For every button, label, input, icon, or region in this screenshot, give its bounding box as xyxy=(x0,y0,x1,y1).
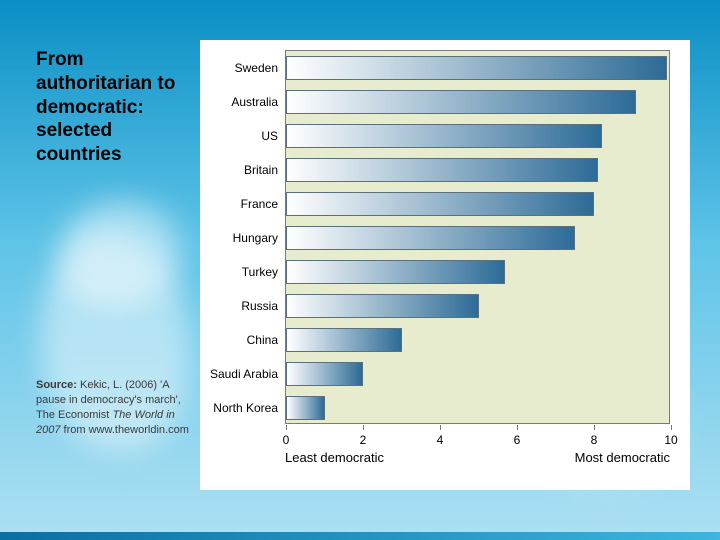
bar xyxy=(286,396,325,420)
axis-left-label: Least democratic xyxy=(285,450,384,465)
category-label: North Korea xyxy=(213,401,286,415)
bar xyxy=(286,260,505,284)
x-tick xyxy=(517,425,518,430)
bar xyxy=(286,226,575,250)
x-tick-label: 10 xyxy=(664,433,677,447)
slide-title: From authoritarian to democratic: select… xyxy=(36,48,196,167)
x-tick xyxy=(286,425,287,430)
category-label: Saudi Arabia xyxy=(210,367,286,381)
data-row: Turkey xyxy=(286,255,671,289)
footer-accent xyxy=(0,532,720,540)
chart-panel: SwedenAustraliaUSBritainFranceHungaryTur… xyxy=(200,40,690,490)
plot-area: SwedenAustraliaUSBritainFranceHungaryTur… xyxy=(285,50,670,424)
source-author: Kekic, L. (2006) xyxy=(80,379,157,391)
data-row: Russia xyxy=(286,289,671,323)
category-label: Hungary xyxy=(233,231,286,245)
source-citation: Source: Kekic, L. (2006) 'A pause in dem… xyxy=(36,378,194,437)
data-row: Australia xyxy=(286,85,671,119)
source-pub-prefix: The Economist xyxy=(36,409,109,421)
data-row: North Korea xyxy=(286,391,671,425)
data-row: Saudi Arabia xyxy=(286,357,671,391)
source-label: Source: xyxy=(36,379,77,391)
data-row: US xyxy=(286,119,671,153)
x-tick xyxy=(440,425,441,430)
x-tick-label: 6 xyxy=(514,433,521,447)
category-label: US xyxy=(261,129,286,143)
category-label: France xyxy=(241,197,286,211)
bar xyxy=(286,56,667,80)
category-label: Britain xyxy=(244,163,286,177)
category-label: Australia xyxy=(231,95,286,109)
bar xyxy=(286,294,479,318)
bar xyxy=(286,362,363,386)
x-tick-label: 8 xyxy=(591,433,598,447)
bar xyxy=(286,192,594,216)
category-label: Russia xyxy=(241,299,286,313)
data-row: Britain xyxy=(286,153,671,187)
x-tick-label: 2 xyxy=(360,433,367,447)
slide: From authoritarian to democratic: select… xyxy=(0,0,720,540)
data-row: France xyxy=(286,187,671,221)
bar xyxy=(286,158,598,182)
x-tick-label: 0 xyxy=(283,433,290,447)
category-label: Sweden xyxy=(235,61,286,75)
axis-right-label: Most democratic xyxy=(575,450,670,465)
source-tail: from www.theworldin.com xyxy=(64,424,189,436)
x-tick xyxy=(671,425,672,430)
data-row: China xyxy=(286,323,671,357)
data-row: Sweden xyxy=(286,51,671,85)
data-row: Hungary xyxy=(286,221,671,255)
category-label: Turkey xyxy=(242,265,286,279)
bar xyxy=(286,328,402,352)
category-label: China xyxy=(247,333,286,347)
x-tick xyxy=(363,425,364,430)
bar xyxy=(286,124,602,148)
bar xyxy=(286,90,636,114)
x-tick xyxy=(594,425,595,430)
x-tick-label: 4 xyxy=(437,433,444,447)
